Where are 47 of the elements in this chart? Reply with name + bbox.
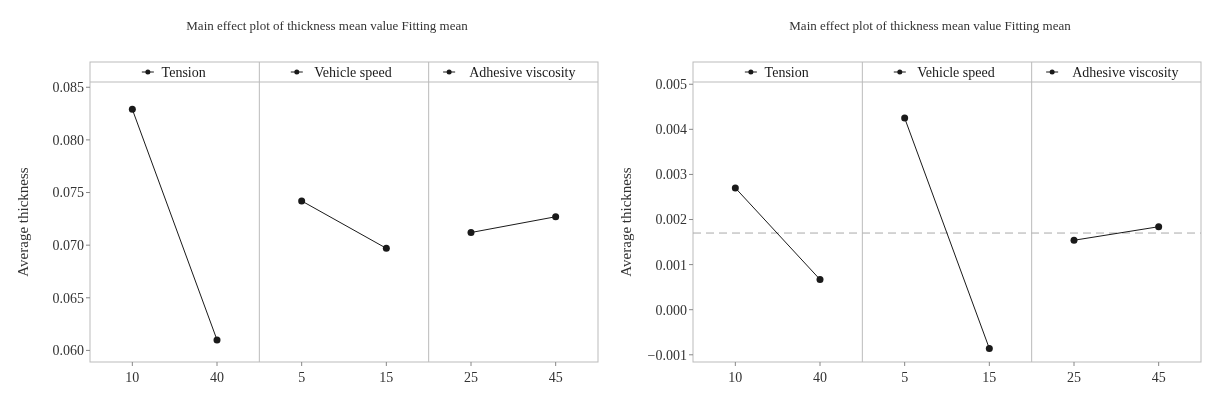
y-tick-label: 0.002	[655, 212, 687, 228]
chart-title: Main effect plot of thickness mean value Fitting mean	[789, 18, 1072, 33]
point	[128, 105, 136, 113]
y-tick-label: 0.080	[52, 132, 84, 148]
y-tick-label: 0.060	[52, 343, 84, 359]
legend-label: Adhesive viscosity	[1072, 65, 1179, 80]
legend-label: Tension	[764, 65, 809, 80]
x-tick-label: 25	[1067, 370, 1081, 385]
x-tick-label: 45	[1151, 370, 1166, 385]
point	[731, 184, 739, 192]
y-tick-label: 0.005	[655, 77, 687, 93]
y-tick-label: 0.001	[655, 257, 687, 273]
x-tick-label: 10	[125, 370, 140, 385]
point	[382, 244, 390, 252]
legend-label: Vehicle speed	[917, 65, 995, 80]
point	[1070, 236, 1078, 244]
y-tick-label: 0.085	[52, 80, 84, 96]
x-tick-label: 5	[298, 370, 306, 385]
x-tick-label: 40	[813, 370, 827, 385]
x-tick-label: 15	[982, 370, 997, 385]
y-tick-label: 0.003	[655, 167, 687, 183]
point	[901, 114, 909, 122]
point	[467, 229, 475, 237]
x-tick-label: 25	[464, 370, 478, 385]
y-tick-label: −0.001	[647, 347, 687, 363]
y-tick-label: 0.000	[655, 302, 687, 318]
legend-label: Tension	[161, 65, 206, 80]
x-tick-label: 10	[728, 370, 743, 385]
y-axis-title: Average thickness	[15, 167, 31, 277]
x-tick-label: 45	[548, 370, 563, 385]
point	[985, 344, 993, 352]
x-tick-label: 15	[379, 370, 394, 385]
point	[213, 336, 221, 344]
y-tick-label: 0.004	[655, 122, 687, 138]
y-tick-label: 0.070	[52, 238, 84, 254]
x-tick-label: 5	[901, 370, 909, 385]
point	[1155, 223, 1163, 231]
chart-title: Main effect plot of thickness mean value Fitting mean	[186, 18, 469, 33]
y-tick-label: 0.065	[52, 290, 84, 306]
x-tick-label: 40	[210, 370, 224, 385]
y-tick-label: 0.075	[52, 185, 84, 201]
point	[816, 275, 824, 283]
y-axis-title: Average thickness	[618, 167, 634, 277]
legend-label: Vehicle speed	[314, 65, 392, 80]
point	[552, 213, 560, 221]
legend-label: Adhesive viscosity	[469, 65, 576, 80]
point	[298, 197, 306, 205]
